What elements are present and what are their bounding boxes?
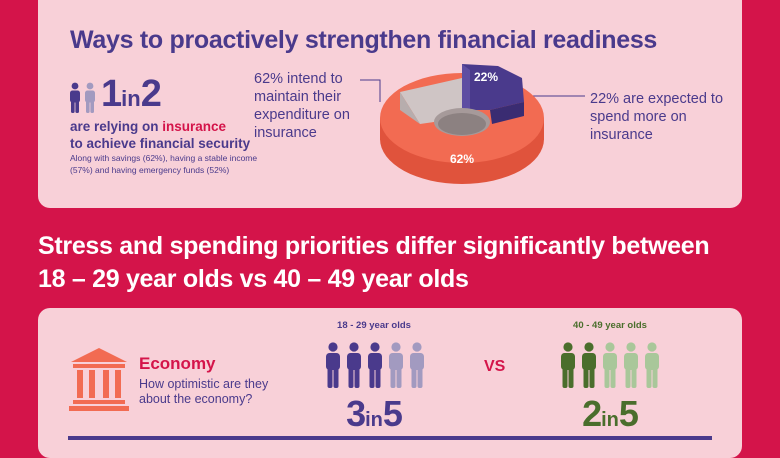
reliance-text: are relying on insurance to achieve fina… <box>70 118 250 152</box>
bottom-divider <box>68 436 712 440</box>
section2-heading-line1: Stress and spending priorities differ si… <box>38 232 710 260</box>
insurance-donut-chart: 22% 62% <box>360 64 585 184</box>
ratio-in: in <box>121 86 141 111</box>
group2-person-icon-3 <box>603 342 617 388</box>
label-spend-more: 22% are expected to spend more on insura… <box>590 91 724 143</box>
donut-hole-inner <box>438 113 486 135</box>
group2-ratio-den: 5 <box>618 393 639 434</box>
label-maintain: 62% intend to maintain their expenditure… <box>254 71 350 141</box>
donut-segment-spend-more <box>462 64 524 110</box>
reliance-line2: to achieve financial security <box>70 136 251 151</box>
reliance-note: Along with savings (62%), having a stabl… <box>70 153 258 175</box>
section1-title: Ways to proactively strengthen financial… <box>70 26 658 54</box>
group1-person-icon-1 <box>326 342 340 388</box>
group1-label: 18 - 29 year olds <box>337 320 411 331</box>
group2-person-icon-1 <box>561 342 575 388</box>
group1-person-icon-2 <box>347 342 361 388</box>
section2-heading-line2: 18 – 29 year olds vs 40 – 49 year olds <box>38 265 469 293</box>
group2-people <box>561 342 659 388</box>
ratio-den: 2 <box>140 73 162 115</box>
group2-person-icon-2 <box>582 342 596 388</box>
economy-title: Economy <box>139 354 216 373</box>
ratio-num: 1 <box>101 73 122 115</box>
section2-heading: Stress and spending priorities differ si… <box>38 230 758 296</box>
one-in-two-ratio: 1in2 <box>101 73 162 119</box>
group2-person-icon-5 <box>645 342 659 388</box>
donut-segment-spend-more-edge <box>462 64 470 114</box>
vs-label: VS <box>484 358 506 375</box>
people-icon <box>70 82 95 113</box>
donut-segment-other-side <box>400 92 420 124</box>
donut-label-maintain: 62% <box>450 152 474 166</box>
group1-ratio-num: 3 <box>346 393 366 434</box>
group1-ratio-den: 5 <box>382 393 403 434</box>
economy-question: How optimistic are they about the econom… <box>139 377 269 406</box>
group2-person-icon-4 <box>624 342 638 388</box>
economy-card <box>38 308 742 458</box>
donut-label-spend-more: 22% <box>474 70 498 84</box>
group2-label: 40 - 49 year olds <box>573 320 647 331</box>
donut-segment-spend-more-side <box>490 102 524 124</box>
leader-line-maintain <box>360 79 381 102</box>
reliance-line1: are relying on <box>70 119 163 134</box>
group2-ratio: 2in5 <box>540 394 680 440</box>
reliance-highlight: insurance <box>162 119 227 134</box>
group1-ratio-in: in <box>365 409 383 431</box>
group2-ratio-num: 2 <box>582 393 602 434</box>
group1-person-icon-5 <box>410 342 424 388</box>
group1-person-icon-4 <box>389 342 403 388</box>
group2-ratio-in: in <box>601 409 619 431</box>
group1-ratio: 3in5 <box>304 394 444 440</box>
bank-icon <box>69 348 129 411</box>
group1-person-icon-3 <box>368 342 382 388</box>
group1-people <box>326 342 424 388</box>
